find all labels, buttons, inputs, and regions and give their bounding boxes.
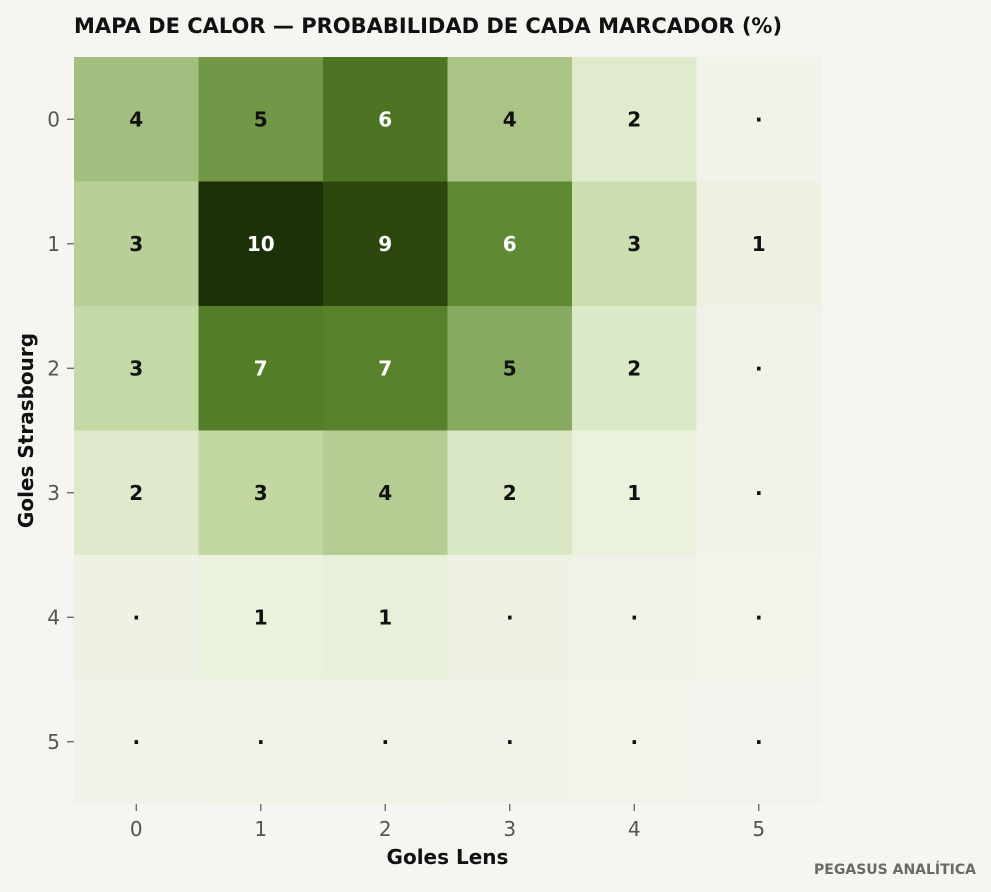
cell-label-1-3: 6 [503,232,517,256]
heatmap-cell-5-1 [198,679,324,805]
cell-label-0-4: 2 [627,107,641,131]
cell-label-5-1: · [257,730,265,754]
heatmap-cell-4-0 [74,555,199,680]
heatmap-cell-4-3 [447,555,573,680]
cell-value-labels: 4 5 6 4 2 · 3 10 9 6 3 1 3 7 7 5 2 · 2 3 4 2 1 · · 1 1 · · · · · · · · · [129,107,765,754]
heatmap-cell-0-3 [447,57,573,182]
heatmap-cell-5-3 [447,679,573,805]
x-tick-label: 1 [254,817,267,841]
y-tick-label: 0 [47,107,60,131]
y-tick-label: 1 [47,232,60,256]
heatmap-cell-1-5 [696,181,822,307]
cell-label-2-2: 7 [378,356,392,380]
heatmap-cell-1-2 [323,181,448,307]
y-tick-label: 2 [47,356,60,380]
heatmap-cell-3-0 [74,430,199,556]
heatmap-cell-0-2 [323,57,448,182]
x-tick-label: 0 [130,817,143,841]
heatmap-cell-4-2 [323,555,448,680]
cell-label-2-5: · [755,356,763,380]
x-tick-label: 3 [503,817,516,841]
cell-label-4-5: · [755,605,763,629]
cell-label-2-1: 7 [254,356,268,380]
heatmap-cells [74,57,822,805]
heatmap-cell-4-5 [696,555,822,680]
x-tick-label: 5 [752,817,765,841]
cell-label-5-3: · [506,730,514,754]
heatmap-cell-0-4 [572,57,697,182]
cell-label-3-1: 3 [254,481,268,505]
heatmap-cell-2-5 [696,306,822,431]
cell-label-4-4: · [630,605,638,629]
heatmap-cell-2-4 [572,306,697,431]
cell-label-0-3: 4 [503,107,517,131]
cell-label-4-3: · [506,605,514,629]
cell-label-5-5: · [755,730,763,754]
cell-label-1-2: 9 [378,232,392,256]
chart-title: MAPA DE CALOR — PROBABILIDAD DE CADA MAR… [74,14,782,38]
heatmap-cell-2-3 [447,306,573,431]
cell-label-1-0: 3 [129,232,143,256]
heatmap-cell-0-0 [74,57,199,182]
y-tick-label: 4 [47,605,60,629]
cell-label-0-0: 4 [129,107,143,131]
cell-label-0-5: · [755,107,763,131]
heatmap-cell-2-2 [323,306,448,431]
heatmap-cell-2-1 [198,306,324,431]
heatmap-cell-4-1 [198,555,324,680]
heatmap-cell-5-5 [696,679,822,805]
heatmap-cell-1-1 [198,181,324,307]
cell-label-2-4: 2 [627,356,641,380]
cell-label-4-2: 1 [378,605,392,629]
cell-label-3-5: · [755,481,763,505]
cell-label-1-1: 10 [247,232,275,256]
heatmap-cell-2-0 [74,306,199,431]
y-axis-ticks: 0 1 2 3 4 5 [47,107,74,754]
cell-label-5-0: · [132,730,140,754]
heatmap-cell-5-0 [74,679,199,805]
cell-label-5-2: · [381,730,389,754]
heatmap-cell-3-3 [447,430,573,556]
cell-label-0-1: 5 [254,107,268,131]
cell-label-2-3: 5 [503,356,517,380]
cell-label-4-0: · [132,605,140,629]
heatmap-cell-1-3 [447,181,573,307]
heatmap-cell-0-1 [198,57,324,182]
cell-label-1-4: 3 [627,232,641,256]
heatmap-cell-3-2 [323,430,448,556]
cell-label-1-5: 1 [752,232,766,256]
cell-label-2-0: 3 [129,356,143,380]
heatmap-cell-3-1 [198,430,324,556]
cell-label-3-0: 2 [129,481,143,505]
cell-label-3-2: 4 [378,481,392,505]
cell-label-5-4: · [630,730,638,754]
heatmap-cell-4-4 [572,555,697,680]
x-axis-label: Goles Lens [387,845,509,869]
cell-label-4-1: 1 [254,605,268,629]
x-tick-label: 4 [628,817,641,841]
heatmap-cell-5-2 [323,679,448,805]
heatmap-cell-1-4 [572,181,697,307]
heatmap-cell-5-4 [572,679,697,805]
heatmap-cell-0-5 [696,57,822,182]
y-axis-label: Goles Strasbourg [14,333,38,528]
y-tick-label: 3 [47,481,60,505]
cell-label-3-3: 2 [503,481,517,505]
x-tick-label: 2 [379,817,392,841]
credit-text: PEGASUS ANALÍTICA [814,861,976,878]
cell-label-0-2: 6 [378,107,392,131]
heatmap-cell-3-5 [696,430,822,556]
heatmap-cell-1-0 [74,181,199,307]
y-tick-label: 5 [47,730,60,754]
cell-label-3-4: 1 [627,481,641,505]
x-axis-ticks: 0 1 2 3 4 5 [130,804,765,841]
heatmap-cell-3-4 [572,430,697,556]
